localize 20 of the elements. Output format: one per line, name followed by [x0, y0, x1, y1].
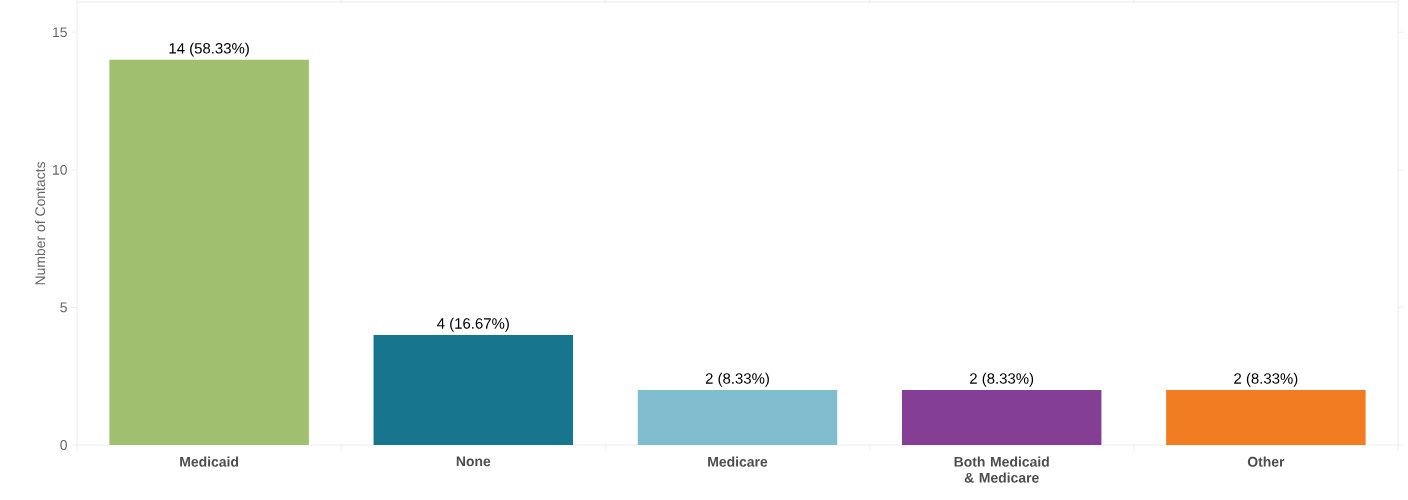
- x-tick-label: Other: [1247, 456, 1285, 467]
- bar: [109, 59, 309, 445]
- y-tick-label: 15: [53, 27, 67, 38]
- x-tick-label: Medicare: [708, 456, 768, 467]
- y-tick-label: 10: [53, 164, 67, 175]
- data-label: 2 (8.33%): [705, 372, 769, 387]
- data-label: 14 (58.33%): [169, 42, 249, 57]
- x-tick-label: Both Medicaid & Medicare: [954, 456, 1049, 483]
- bar: [1166, 389, 1366, 445]
- y-tick-label: 0: [60, 440, 67, 450]
- bar: [637, 389, 838, 445]
- data-label: 2 (8.33%): [1234, 372, 1298, 387]
- y-tick-label: 5: [60, 302, 67, 313]
- bar: [901, 389, 1102, 445]
- data-label: 4 (16.67%): [437, 317, 509, 332]
- x-tick-label: None: [456, 456, 491, 467]
- data-label: 2 (8.33%): [970, 372, 1034, 387]
- bar: [373, 334, 574, 445]
- y-axis-title: Number of Contacts: [34, 162, 46, 285]
- x-tick-label: Medicaid: [180, 456, 239, 467]
